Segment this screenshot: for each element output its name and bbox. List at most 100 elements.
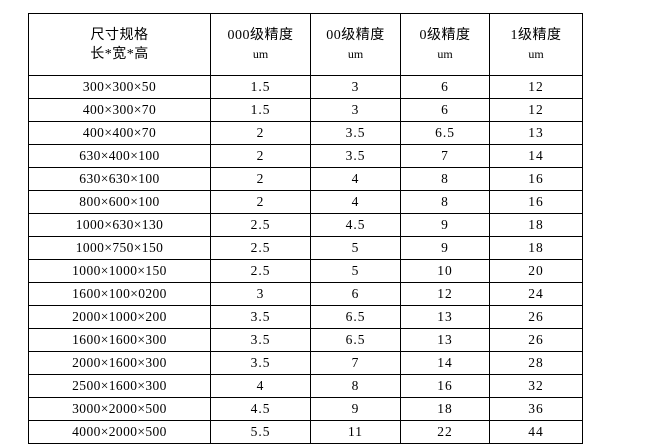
cell-g0: 16 xyxy=(400,374,490,398)
table-row: 1000×1000×150 2.5 5 10 20 xyxy=(28,259,583,283)
cell-size: 400×400×70 xyxy=(28,121,211,145)
cell-g1: 14 xyxy=(489,144,583,168)
cell-size: 2000×1000×200 xyxy=(28,305,211,329)
cell-g1: 26 xyxy=(489,305,583,329)
cell-g1: 32 xyxy=(489,374,583,398)
column-header-size: 尺寸规格长*宽*高 xyxy=(28,13,211,76)
cell-g00: 8 xyxy=(310,374,401,398)
column-header-title: 尺寸规格 xyxy=(90,27,149,43)
cell-g000: 5.5 xyxy=(210,420,311,444)
cell-g1: 13 xyxy=(489,121,583,145)
cell-g000: 4 xyxy=(210,374,311,398)
cell-g1: 36 xyxy=(489,397,583,421)
cell-g000: 2 xyxy=(210,121,311,145)
table-row: 1000×750×150 2.5 5 9 18 xyxy=(28,236,583,260)
cell-g0: 8 xyxy=(400,167,490,191)
table-header-row: 尺寸规格 长*宽*高 000级精度 um 00级精度 um 0级精度 um 1级精度 um xyxy=(28,13,583,76)
column-header-unit: um xyxy=(528,46,544,61)
cell-g0: 13 xyxy=(400,328,490,352)
table-row: 2000×1600×300 3.5 7 14 28 xyxy=(28,351,583,375)
cell-g00: 5 xyxy=(310,236,401,260)
cell-size: 4000×2000×500 xyxy=(28,420,211,444)
cell-size: 1600×100×0200 xyxy=(28,282,211,306)
cell-g00: 6.5 xyxy=(310,305,401,329)
cell-g00: 3.5 xyxy=(310,144,401,168)
table-row: 1600×100×0200 3 6 12 24 xyxy=(28,282,583,306)
cell-g000: 2 xyxy=(210,144,311,168)
cell-g1: 24 xyxy=(489,282,583,306)
cell-g0: 6 xyxy=(400,75,490,99)
cell-size: 800×600×100 xyxy=(28,190,211,214)
table-row: 400×300×70 1.5 3 6 12 xyxy=(28,98,583,122)
cell-g1: 16 xyxy=(489,167,583,191)
table-row: 630×630×100 2 4 8 16 xyxy=(28,167,583,191)
cell-size: 300×300×50 xyxy=(28,75,211,99)
cell-g0: 18 xyxy=(400,397,490,421)
cell-g00: 4 xyxy=(310,167,401,191)
cell-size: 630×400×100 xyxy=(28,144,211,168)
cell-g00: 11 xyxy=(310,420,401,444)
cell-g0: 22 xyxy=(400,420,490,444)
cell-g000: 2 xyxy=(210,190,311,214)
cell-g0: 13 xyxy=(400,305,490,329)
cell-size: 1000×630×130 xyxy=(28,213,211,237)
spec-table-container: 尺寸规格 长*宽*高 000级精度 um 00级精度 um 0级精度 um 1级精度 um 300… xyxy=(28,13,583,444)
cell-size: 1600×1600×300 xyxy=(28,328,211,352)
cell-g000: 3 xyxy=(210,282,311,306)
cell-g000: 3.5 xyxy=(210,328,311,352)
cell-g1: 20 xyxy=(489,259,583,283)
precision-spec-table: 尺寸规格 长*宽*高 000级精度 um 00级精度 um 0级精度 um 1级精度 um 300… xyxy=(28,13,583,444)
column-header-g00: 00级精度 um xyxy=(310,13,401,76)
cell-g00: 6 xyxy=(310,282,401,306)
table-row: 1600×1600×300 3.5 6.5 13 26 xyxy=(28,328,583,352)
cell-g0: 10 xyxy=(400,259,490,283)
cell-g0: 9 xyxy=(400,213,490,237)
column-header-unit: um xyxy=(437,46,453,61)
table-row: 4000×2000×500 5.5 11 22 44 xyxy=(28,420,583,444)
cell-g00: 6.5 xyxy=(310,328,401,352)
table-row: 400×400×70 2 3.5 6.5 13 xyxy=(28,121,583,145)
cell-size: 2000×1600×300 xyxy=(28,351,211,375)
cell-size: 630×630×100 xyxy=(28,167,211,191)
cell-g0: 9 xyxy=(400,236,490,260)
column-header-title: 1级精度 xyxy=(510,27,562,43)
cell-g0: 14 xyxy=(400,351,490,375)
table-row: 2500×1600×300 4 8 16 32 xyxy=(28,374,583,398)
cell-g000: 1.5 xyxy=(210,75,311,99)
cell-g1: 12 xyxy=(489,75,583,99)
cell-g1: 26 xyxy=(489,328,583,352)
cell-g0: 8 xyxy=(400,190,490,214)
cell-g00: 3.5 xyxy=(310,121,401,145)
cell-g00: 9 xyxy=(310,397,401,421)
column-header-g0: 0级精度 um xyxy=(400,13,490,76)
column-header-subtitle: 长*宽*高 xyxy=(90,46,149,62)
table-row: 630×400×100 2 3.5 7 14 xyxy=(28,144,583,168)
cell-g00: 4.5 xyxy=(310,213,401,237)
cell-g000: 3.5 xyxy=(210,305,311,329)
column-header-title: 0级精度 xyxy=(419,27,471,43)
cell-g1: 28 xyxy=(489,351,583,375)
table-row: 300×300×50 1.5 3 6 12 xyxy=(28,75,583,99)
table-header: 尺寸规格 长*宽*高 000级精度 um 00级精度 um 0级精度 um 1级精度 um xyxy=(28,13,583,76)
column-header-g1: 1级精度 um xyxy=(489,13,583,76)
cell-g0: 7 xyxy=(400,144,490,168)
cell-g00: 3 xyxy=(310,98,401,122)
table-row: 3000×2000×500 4.5 9 18 36 xyxy=(28,397,583,421)
cell-g1: 18 xyxy=(489,213,583,237)
cell-size: 3000×2000×500 xyxy=(28,397,211,421)
cell-g000: 1.5 xyxy=(210,98,311,122)
cell-g00: 7 xyxy=(310,351,401,375)
cell-g0: 6 xyxy=(400,98,490,122)
cell-g1: 12 xyxy=(489,98,583,122)
cell-g000: 4.5 xyxy=(210,397,311,421)
column-header-unit: um xyxy=(347,46,364,61)
cell-g1: 44 xyxy=(489,420,583,444)
column-header-g000: 000级精度 um xyxy=(210,13,311,76)
table-row: 1000×630×130 2.5 4.5 9 18 xyxy=(28,213,583,237)
cell-g0: 6.5 xyxy=(400,121,490,145)
table-body: 300×300×50 1.5 3 6 12 400×300×70 1.5 3 6 12 400×40… xyxy=(28,75,583,444)
cell-size: 1000×750×150 xyxy=(28,236,211,260)
table-row: 2000×1000×200 3.5 6.5 13 26 xyxy=(28,305,583,329)
cell-g00: 5 xyxy=(310,259,401,283)
cell-size: 400×300×70 xyxy=(28,98,211,122)
